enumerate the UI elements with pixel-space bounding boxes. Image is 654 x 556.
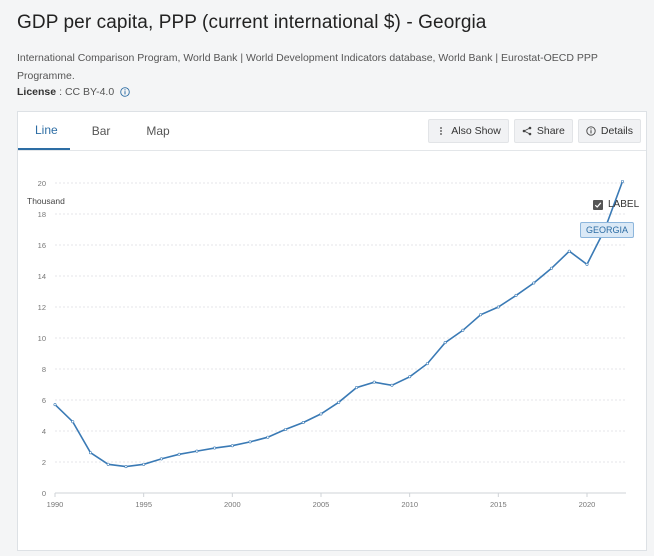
data-point[interactable] [248,440,252,444]
source-text: International Comparison Program, World … [17,52,598,82]
view-tabs: Line Bar Map [18,112,186,150]
share-icon [522,126,532,136]
data-point[interactable] [425,362,429,366]
x-tick-label: 2010 [401,500,418,509]
data-point[interactable] [142,462,146,466]
x-tick-label: 2020 [579,500,596,509]
details-label: Details [600,125,633,137]
license-label: License [17,86,57,98]
line-chart: 0 2 4 6 8 10 12 14 16 18 20 1990 1995 2000 2005 2010 201… [18,151,646,551]
data-point[interactable] [620,179,624,183]
data-point[interactable] [337,400,341,404]
x-tick-label: 2005 [313,500,330,509]
data-point[interactable] [408,375,412,379]
data-point[interactable] [195,449,199,453]
data-point[interactable] [284,427,288,431]
data-point[interactable] [53,403,57,407]
y-tick-label: 4 [42,427,46,436]
chart-svg: 0 2 4 6 8 10 12 14 16 18 20 1990 1995 2000 2005 2010 201… [38,179,626,509]
also-show-button[interactable]: Also Show [428,119,509,143]
y-tick-label: 14 [38,272,46,281]
tab-line[interactable]: Line [18,112,70,150]
data-point[interactable] [88,451,92,455]
y-tick-label: 0 [42,489,46,498]
tab-bar[interactable]: Bar [91,124,111,138]
share-button[interactable]: Share [513,119,573,143]
data-point[interactable] [390,383,394,387]
chart-panel: Line Bar Map Also Show Share Details 0 2 4… [17,111,647,551]
data-point[interactable] [106,462,110,466]
checkbox-checked-icon[interactable] [593,199,603,210]
data-point[interactable] [443,341,447,345]
data-point[interactable] [461,328,465,332]
details-button[interactable]: Details [577,119,641,143]
also-show-label: Also Show [451,125,501,137]
y-tick-label: 18 [38,210,46,219]
data-point[interactable] [71,420,75,424]
data-point[interactable] [532,281,536,285]
series-tag-georgia[interactable]: GEORGIA [580,222,635,238]
x-tick-label: 1990 [47,500,64,509]
y-tick-label: 10 [38,334,46,343]
y-tick-label: 6 [42,396,46,405]
x-tick-label: 2015 [490,500,507,509]
more-vertical-icon [440,127,443,135]
y-tick-label: 8 [42,365,46,374]
data-point[interactable] [213,446,217,450]
data-point[interactable] [354,386,358,390]
data-point[interactable] [230,444,234,448]
data-point[interactable] [496,305,500,309]
tab-map[interactable]: Map [146,124,170,138]
label-toggle-text: LABEL [608,199,640,210]
data-point[interactable] [319,412,323,416]
page-title: GDP per capita, PPP (current internation… [17,12,487,33]
toolbar: Also Show Share Details [428,119,641,143]
label-toggle[interactable]: LABEL [593,199,639,210]
tabs-divider [18,150,646,151]
y-tick-label: 20 [38,179,46,188]
license: License : CC BY-4.0 [17,86,130,98]
x-tick-label: 1995 [135,500,152,509]
info-icon[interactable] [120,87,130,97]
data-point[interactable] [372,380,376,384]
data-point[interactable] [567,249,571,253]
y-axis-label: Thousand [27,196,65,206]
data-point[interactable] [159,457,163,461]
data-point[interactable] [514,293,518,297]
y-tick-label: 16 [38,241,46,250]
data-point[interactable] [177,452,181,456]
y-tick-label: 12 [38,303,46,312]
license-value: : CC BY-4.0 [59,86,115,98]
x-tick-label: 2000 [224,500,241,509]
data-point[interactable] [266,435,270,439]
data-point[interactable] [301,420,305,424]
y-tick-label: 2 [42,458,46,467]
info-icon [586,126,596,136]
data-point[interactable] [479,313,483,317]
data-point[interactable] [585,262,589,266]
series-line-georgia[interactable] [54,181,624,468]
data-point[interactable] [550,266,554,270]
data-point[interactable] [124,465,128,469]
share-label: Share [536,125,565,137]
